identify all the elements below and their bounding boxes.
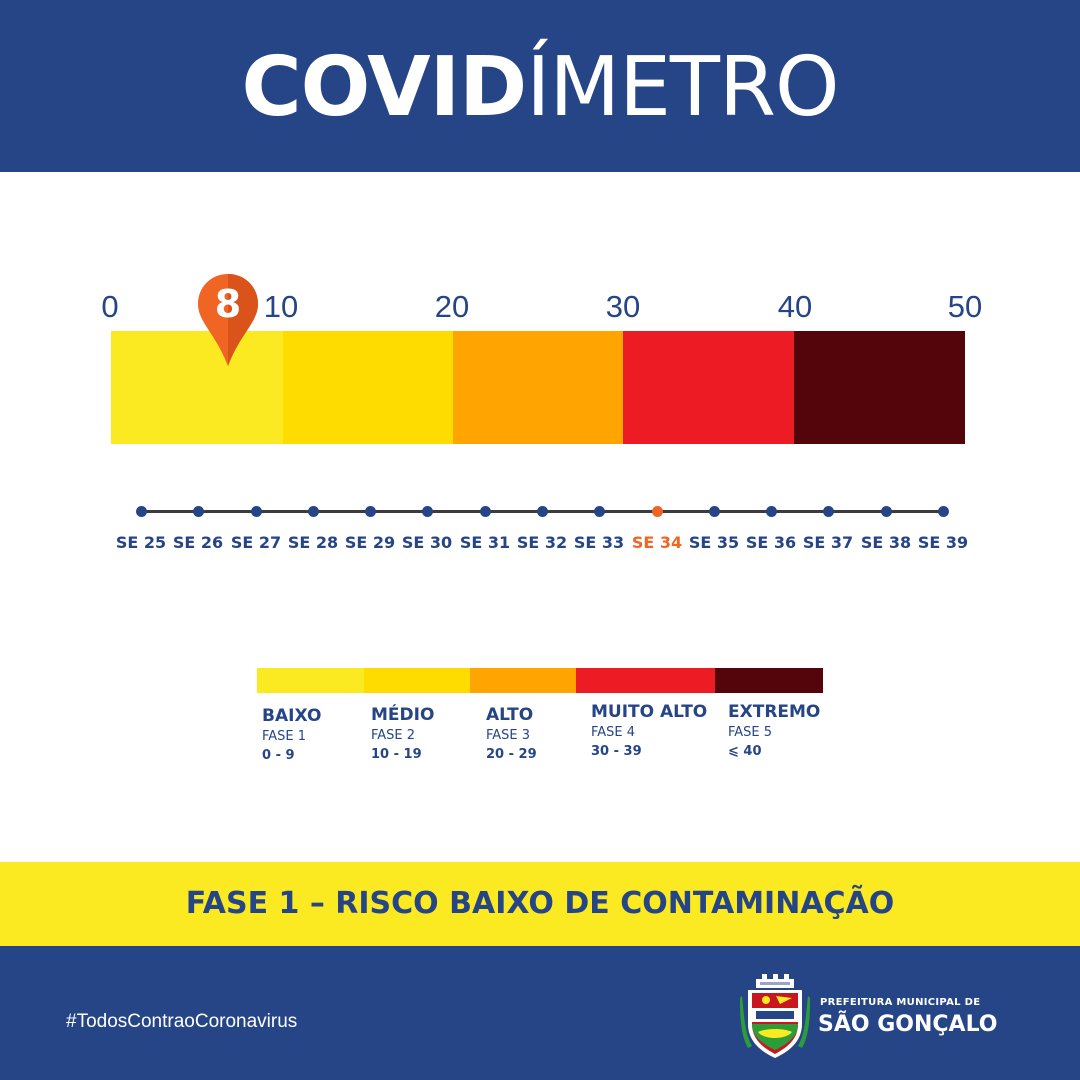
timeline-label: SE 35	[688, 533, 740, 552]
legend-color-muito-alto	[576, 668, 715, 693]
legend-name: ALTO	[486, 705, 534, 725]
timeline-label-current: SE 34	[631, 533, 683, 552]
legend-name: BAIXO	[262, 706, 322, 726]
legend-color-medio	[364, 668, 470, 693]
timeline-label: SE 36	[745, 533, 797, 552]
gauge-scale-label: 20	[434, 289, 470, 324]
timeline-label: SE 25	[115, 533, 167, 552]
timeline-label: SE 29	[344, 533, 396, 552]
gauge-scale-label: 40	[777, 289, 813, 324]
timeline-label: SE 39	[917, 533, 969, 552]
timeline-dot-current	[652, 506, 663, 517]
org-name-line2: SÃO GONÇALO	[818, 1012, 998, 1037]
legend-item-medio: MÉDIO FASE 2 10 - 19	[371, 704, 434, 764]
timeline-dot	[365, 506, 376, 517]
gauge-scale-label: 50	[947, 289, 983, 324]
gauge-current-value: 8	[214, 282, 242, 326]
timeline-label: SE 32	[516, 533, 568, 552]
legend-name: MÉDIO	[371, 705, 435, 725]
hashtag-text: #TodosContraoCoronavirus	[66, 1011, 298, 1032]
gauge-segment-extremo	[794, 331, 965, 444]
timeline-label: SE 28	[287, 533, 339, 552]
title-bold-part: COVID	[241, 40, 527, 135]
legend-range: 20 - 29	[486, 747, 537, 762]
timeline-dot	[537, 506, 548, 517]
legend-color-alto	[470, 668, 576, 693]
timeline-dot	[251, 506, 262, 517]
timeline-dot	[766, 506, 777, 517]
timeline-dot	[193, 506, 204, 517]
legend-color-extremo	[715, 668, 823, 693]
timeline-label: SE 38	[860, 533, 912, 552]
timeline-dot	[709, 506, 720, 517]
timeline-label: SE 31	[459, 533, 511, 552]
legend-name: EXTREMO	[728, 702, 821, 722]
timeline-label: SE 26	[172, 533, 224, 552]
legend-item-extremo: EXTREMO FASE 5 ⩽ 40	[728, 701, 820, 761]
timeline-dot	[881, 506, 892, 517]
phase-banner	[0, 862, 1080, 946]
city-crest-icon	[740, 974, 810, 1058]
legend-item-baixo: BAIXO FASE 1 0 - 9	[262, 705, 321, 765]
title-regular-part: ÍMETRO	[526, 40, 839, 135]
gauge-scale-label: 10	[263, 289, 299, 324]
gauge-scale-label: 30	[605, 289, 641, 324]
gauge-segment-baixo	[111, 331, 283, 444]
timeline-dot	[480, 506, 491, 517]
legend-range: ⩽ 40	[728, 744, 762, 759]
timeline-label: SE 37	[802, 533, 854, 552]
timeline-dot	[823, 506, 834, 517]
timeline-dot	[308, 506, 319, 517]
map-pin-icon	[198, 274, 258, 366]
timeline-label: SE 30	[401, 533, 453, 552]
header-bar	[0, 0, 1080, 172]
legend-item-alto: ALTO FASE 3 20 - 29	[486, 704, 537, 764]
gauge-segment-alto	[453, 331, 623, 444]
legend-range: 30 - 39	[591, 744, 642, 759]
legend-color-baixo	[257, 668, 364, 693]
gauge-segment-medio	[283, 331, 453, 444]
legend-name: MUITO ALTO	[591, 702, 708, 722]
legend-range: 0 - 9	[262, 748, 295, 763]
legend-item-muito-alto: MUITO ALTO FASE 4 30 - 39	[591, 701, 707, 761]
timeline-dot	[594, 506, 605, 517]
org-name-line1: PREFEITURA MUNICIPAL DE	[820, 997, 981, 1008]
gauge-segment-muito-alto	[623, 331, 794, 444]
legend-range: 10 - 19	[371, 747, 422, 762]
phase-banner-text: FASE 1 – RISCO BAIXO DE CONTAMINAÇÃO	[185, 886, 895, 921]
legend-phase: FASE 3	[486, 728, 531, 743]
legend-phase: FASE 5	[728, 725, 773, 740]
legend-phase: FASE 4	[591, 725, 636, 740]
page-title: COVIDÍMETRO	[0, 38, 1080, 138]
timeline-dot	[938, 506, 949, 517]
footer-bar	[0, 946, 1080, 1080]
legend-phase: FASE 1	[262, 729, 307, 744]
timeline-dot	[422, 506, 433, 517]
timeline-dot	[136, 506, 147, 517]
legend-phase: FASE 2	[371, 728, 416, 743]
gauge-scale-label: 0	[101, 289, 119, 324]
timeline-label: SE 27	[230, 533, 282, 552]
timeline-label: SE 33	[573, 533, 625, 552]
